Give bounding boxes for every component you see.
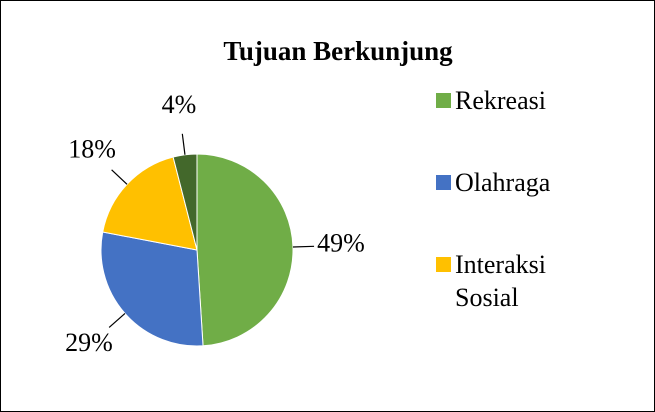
chart-title: Tujuan Berkunjung: [223, 36, 453, 66]
data-label: 49%: [317, 228, 365, 257]
leader-line: [292, 245, 315, 248]
legend-item: Olahraga: [436, 166, 606, 199]
legend-label: Olahraga: [455, 168, 551, 197]
legend-item: Rekreasi: [436, 84, 606, 117]
data-label: 4%: [162, 90, 197, 119]
legend-swatch: [436, 257, 451, 272]
leader-line: [111, 169, 128, 185]
pie-slice: [196, 153, 294, 347]
leader-line: [181, 133, 186, 155]
leader-line: [108, 313, 126, 328]
data-label: 18%: [68, 134, 116, 163]
legend-swatch: [436, 93, 451, 108]
legend-swatch: [436, 175, 451, 190]
pie-slice: [172, 153, 198, 251]
legend-label: Rekreasi: [455, 86, 546, 115]
data-label: 29%: [65, 328, 113, 357]
legend-label: Interaksi Sosial: [455, 250, 546, 312]
legend-item: Interaksi Sosial: [436, 248, 606, 314]
